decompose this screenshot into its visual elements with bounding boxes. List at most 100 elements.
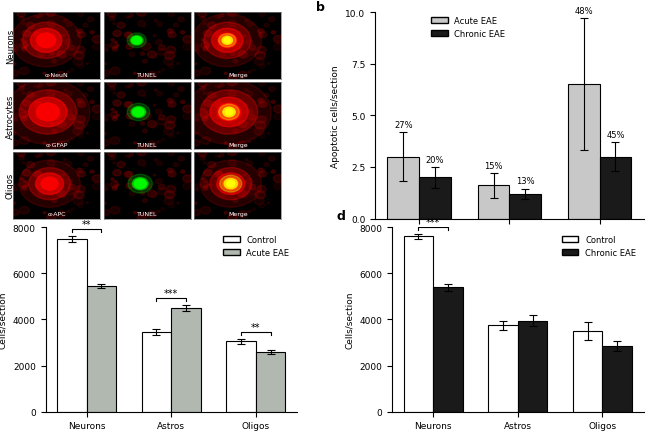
Legend: Control, Chronic EAE: Control, Chronic EAE: [558, 232, 640, 261]
Circle shape: [202, 87, 205, 90]
Circle shape: [73, 59, 83, 66]
Circle shape: [62, 175, 65, 177]
Circle shape: [127, 87, 129, 88]
Circle shape: [255, 122, 265, 130]
Circle shape: [76, 117, 85, 124]
Circle shape: [217, 173, 244, 195]
Circle shape: [57, 191, 66, 198]
Circle shape: [67, 211, 70, 213]
Circle shape: [198, 81, 207, 88]
Circle shape: [19, 18, 24, 22]
Circle shape: [216, 33, 223, 38]
Bar: [142, 332, 171, 412]
Circle shape: [88, 87, 94, 92]
Circle shape: [92, 175, 102, 183]
Circle shape: [43, 142, 46, 145]
Text: **: **: [82, 219, 91, 230]
Circle shape: [27, 23, 34, 29]
Circle shape: [148, 121, 157, 128]
Circle shape: [25, 184, 29, 187]
Text: α-GFAP: α-GFAP: [46, 142, 68, 148]
Circle shape: [22, 93, 25, 95]
Circle shape: [248, 141, 251, 144]
Y-axis label: Neurons: Neurons: [6, 29, 15, 64]
Circle shape: [267, 133, 270, 135]
Circle shape: [259, 13, 265, 18]
Circle shape: [35, 33, 42, 38]
Circle shape: [65, 110, 72, 115]
Circle shape: [195, 188, 199, 191]
Circle shape: [259, 204, 265, 208]
Circle shape: [105, 188, 108, 191]
Circle shape: [19, 91, 77, 135]
Circle shape: [183, 36, 192, 44]
Circle shape: [112, 93, 116, 95]
Circle shape: [193, 15, 262, 68]
Circle shape: [124, 155, 127, 158]
Y-axis label: Cells/section: Cells/section: [0, 291, 7, 348]
Circle shape: [20, 182, 27, 188]
Circle shape: [127, 34, 146, 49]
Circle shape: [36, 104, 59, 122]
Circle shape: [224, 73, 227, 75]
Circle shape: [71, 139, 74, 141]
Circle shape: [132, 38, 142, 45]
Circle shape: [148, 142, 157, 148]
Circle shape: [132, 178, 148, 191]
Circle shape: [202, 109, 205, 111]
Circle shape: [88, 157, 94, 162]
Circle shape: [64, 90, 67, 92]
Circle shape: [83, 163, 88, 167]
Circle shape: [216, 172, 223, 177]
Circle shape: [126, 103, 133, 108]
Circle shape: [20, 109, 23, 111]
Circle shape: [207, 162, 216, 168]
Circle shape: [224, 142, 227, 145]
Circle shape: [57, 142, 66, 148]
Circle shape: [57, 72, 66, 79]
Text: ***: ***: [164, 289, 178, 299]
Circle shape: [200, 87, 205, 92]
Circle shape: [151, 193, 158, 198]
Circle shape: [137, 75, 146, 82]
Circle shape: [141, 182, 151, 190]
Circle shape: [259, 169, 265, 173]
Circle shape: [148, 72, 157, 79]
Circle shape: [271, 171, 276, 174]
Circle shape: [21, 48, 27, 52]
Circle shape: [110, 68, 120, 75]
Bar: [478, 186, 510, 219]
Circle shape: [13, 133, 16, 135]
Circle shape: [174, 163, 179, 167]
Circle shape: [92, 36, 102, 44]
Circle shape: [14, 115, 19, 118]
Bar: [57, 239, 86, 412]
Circle shape: [129, 179, 132, 181]
Circle shape: [155, 110, 162, 115]
Text: 15%: 15%: [484, 162, 503, 171]
Circle shape: [202, 39, 205, 42]
Circle shape: [218, 18, 220, 19]
Circle shape: [274, 106, 283, 113]
Circle shape: [223, 108, 235, 117]
Circle shape: [238, 191, 247, 198]
Circle shape: [177, 202, 179, 204]
Circle shape: [248, 188, 257, 195]
Circle shape: [161, 139, 165, 141]
Text: **: **: [251, 322, 261, 332]
Circle shape: [38, 123, 44, 127]
Circle shape: [77, 172, 86, 177]
Circle shape: [231, 192, 235, 195]
Bar: [573, 331, 603, 412]
Circle shape: [47, 160, 55, 166]
Circle shape: [268, 157, 275, 162]
Circle shape: [51, 180, 55, 182]
Circle shape: [207, 45, 210, 48]
Circle shape: [38, 14, 43, 18]
Bar: [568, 85, 600, 219]
Circle shape: [52, 60, 57, 64]
Circle shape: [222, 178, 239, 191]
Circle shape: [92, 106, 102, 113]
Circle shape: [37, 18, 39, 19]
Circle shape: [203, 48, 208, 52]
